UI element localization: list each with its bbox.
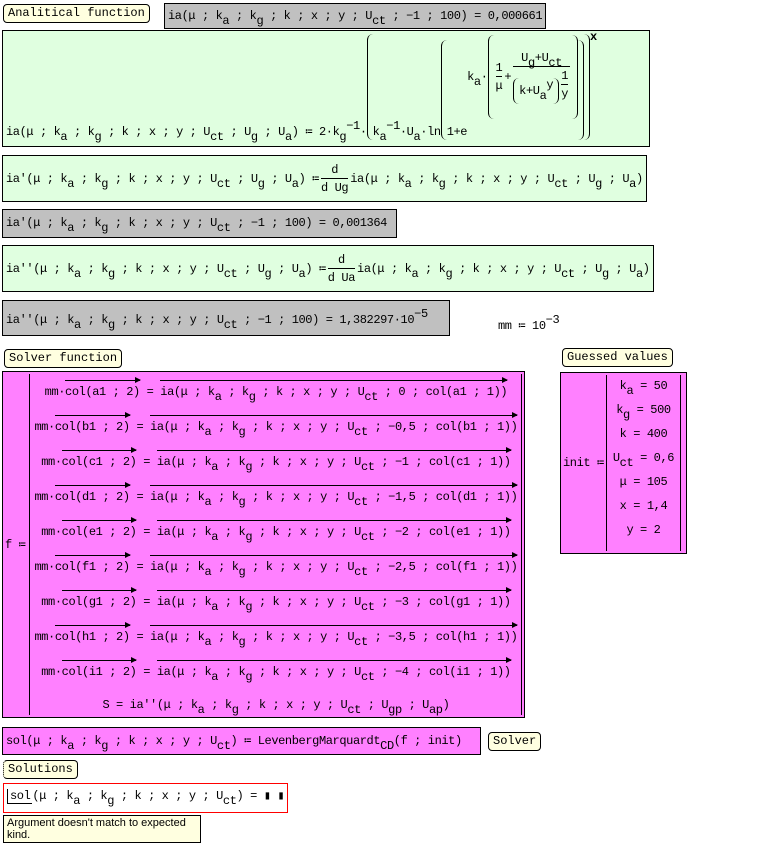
paren-open: [513, 78, 519, 104]
ia-inner: ka−1·Ua·ln: [372, 119, 441, 144]
solver-function-region[interactable]: f ≔ mm·col(a1 ; 2) = ia(μ ; ka ; kg ; k …: [2, 371, 526, 718]
exponent-block: ka· 1 μ + Ug+Uct k+Uay 1 y: [467, 35, 579, 119]
plus: +: [504, 70, 512, 84]
one-plus-e: 1+e: [446, 125, 468, 139]
sol-definition: sol(μ ; ka ; kg ; k ; x ; y ; Uct) ≔ Lev…: [6, 734, 462, 753]
init-value[interactable]: x = 1,4: [619, 499, 668, 513]
sol-definition-line: sol(μ ; ka ; kg ; k ; x ; y ; Uct) ≔ Lev…: [2, 727, 542, 755]
init-value[interactable]: kg = 500: [616, 403, 671, 422]
paren-open: [487, 35, 494, 119]
frac-den: k+Uay: [519, 78, 554, 103]
solver-label[interactable]: Solver: [488, 731, 542, 751]
ia-prime-lhs: ia'(μ ; ka ; kg ; k ; x ; y ; Uct ; Ug ;…: [6, 171, 319, 191]
equation-row[interactable]: mm·col(e1 ; 2) = ia(μ ; ka ; kg ; k ; x …: [34, 517, 517, 555]
ia-evaluation-region[interactable]: ia(μ ; ka ; kg ; k ; x ; y ; Uct ; −1 ; …: [164, 3, 547, 29]
equation-row[interactable]: mm·col(f1 ; 2) = ia(μ ; ka ; kg ; k ; x …: [34, 552, 519, 590]
equation-row[interactable]: mm·col(a1 ; 2) = ia(μ ; ka ; kg ; k ; x …: [34, 377, 517, 415]
equation-row[interactable]: mm·col(b1 ; 2) = ia(μ ; ka ; kg ; k ; x …: [34, 412, 519, 450]
frac-den: μ: [495, 76, 503, 94]
equation-row[interactable]: mm·col(h1 ; 2) = ia(μ ; ka ; kg ; k ; x …: [34, 622, 519, 660]
paren-open: [366, 34, 373, 140]
init-matrix: ka = 50 kg = 500 k = 400 Uct = 0,6 μ = 105 x …: [605, 375, 682, 551]
ia-prime-evaluation: ia'(μ ; ka ; kg ; k ; x ; y ; Uct ; −1 ;…: [6, 216, 387, 235]
derivative-num: d: [331, 162, 339, 177]
fraction: Ug+Uct k+Uay 1 y: [513, 50, 571, 104]
guessed-values-label[interactable]: Guessed values: [562, 348, 673, 367]
exp-ka: ka·: [467, 70, 488, 89]
ia-definition-region[interactable]: ia(μ ; ka ; kg ; k ; x ; y ; Uct ; Ug ; …: [2, 30, 650, 147]
sol-name[interactable]: sol: [7, 789, 33, 804]
init-value[interactable]: y = 2: [626, 523, 661, 537]
sol-evaluation: (μ ; ka ; kg ; k ; x ; y ; Uct) = ▮ ▮: [32, 789, 285, 808]
init-assign: init ≔: [563, 456, 604, 470]
ia-prime-evaluation-region[interactable]: ia'(μ ; ka ; kg ; k ; x ; y ; Uct ; −1 ;…: [2, 209, 397, 238]
frac-num: 1: [495, 61, 503, 75]
init-value[interactable]: μ = 105: [619, 475, 668, 489]
equation-row[interactable]: mm·col(c1 ; 2) = ia(μ ; ka ; kg ; k ; x …: [34, 447, 517, 485]
frac-num: 1: [561, 69, 569, 83]
paren-close: [584, 34, 591, 140]
constraint-row[interactable]: S = ia''(μ ; ka ; kg ; k ; x ; y ; Uct ;…: [102, 698, 450, 717]
init-value[interactable]: ka = 50: [619, 379, 668, 398]
ia-double-prime-evaluation: ia''(μ ; ka ; kg ; k ; x ; y ; Uct ; −1 …: [6, 307, 428, 332]
init-value[interactable]: k = 400: [619, 427, 668, 441]
f-assign: f ≔: [5, 537, 26, 552]
frac-den: y: [561, 84, 568, 102]
ia-definition-lhs: ia(μ ; ka ; kg ; k ; x ; y ; Uct ; Ug ; …: [6, 119, 367, 144]
mm-definition[interactable]: mm ≔ 10−3: [498, 313, 560, 333]
fraction: 1 y: [561, 68, 568, 102]
equation-row[interactable]: mm·col(g1 ; 2) = ia(μ ; ka ; kg ; k ; x …: [34, 587, 517, 625]
error-tooltip: Argument doesn't match to expected kind.: [3, 815, 201, 843]
equation-row[interactable]: mm·col(d1 ; 2) = ia(μ ; ka ; kg ; k ; x …: [34, 482, 519, 520]
ia-double-prime-lhs: ia''(μ ; ka ; kg ; k ; x ; y ; Uct ; Ug …: [6, 261, 326, 281]
equation-row[interactable]: mm·col(i1 ; 2) = ia(μ ; ka ; kg ; k ; x …: [34, 657, 517, 695]
ia-prime-definition-region[interactable]: ia'(μ ; ka ; kg ; k ; x ; y ; Uct ; Ug ;…: [2, 155, 647, 202]
outer-exponent: x: [590, 30, 597, 44]
ia-prime-rhs: ia(μ ; ka ; kg ; k ; x ; y ; Uct ; Ug ; …: [350, 171, 643, 191]
sol-evaluation-region[interactable]: sol (μ ; ka ; kg ; k ; x ; y ; Uct) = ▮ ▮: [3, 783, 289, 813]
ia-double-prime-evaluation-region[interactable]: ia''(μ ; ka ; kg ; k ; x ; y ; Uct ; −1 …: [2, 300, 450, 336]
frac-num: Ug+Uct: [521, 51, 563, 70]
ia-double-prime-definition-region[interactable]: ia''(μ ; ka ; kg ; k ; x ; y ; Uct ; Ug …: [2, 245, 654, 292]
ia-evaluation: ia(μ ; ka ; kg ; k ; x ; y ; Uct ; −1 ; …: [168, 9, 543, 28]
solver-matrix: mm·col(a1 ; 2) = ia(μ ; ka ; kg ; k ; x …: [29, 374, 523, 716]
paren-close: [578, 40, 585, 140]
init-region[interactable]: init ≔ ka = 50 kg = 500 k = 400 Uct = 0,6 μ …: [560, 372, 687, 554]
derivative-num: d: [338, 252, 345, 267]
analytical-function-label[interactable]: Analitical function: [3, 4, 150, 23]
paren-open: [440, 40, 447, 140]
paren-close: [553, 78, 560, 104]
frac-den-group: k+Uay 1 y: [513, 66, 571, 104]
solver-function-label[interactable]: Solver function: [4, 349, 123, 368]
init-value[interactable]: Uct = 0,6: [612, 451, 675, 470]
paren-close: [572, 35, 579, 119]
ia-double-prime-rhs: ia(μ ; ka ; kg ; k ; x ; y ; Uct ; Ug ; …: [357, 261, 650, 281]
solutions-label[interactable]: Solutions: [3, 760, 78, 779]
fraction: 1 μ: [495, 60, 503, 94]
sol-definition-region[interactable]: sol(μ ; ka ; kg ; k ; x ; y ; Uct) ≔ Lev…: [2, 727, 481, 755]
